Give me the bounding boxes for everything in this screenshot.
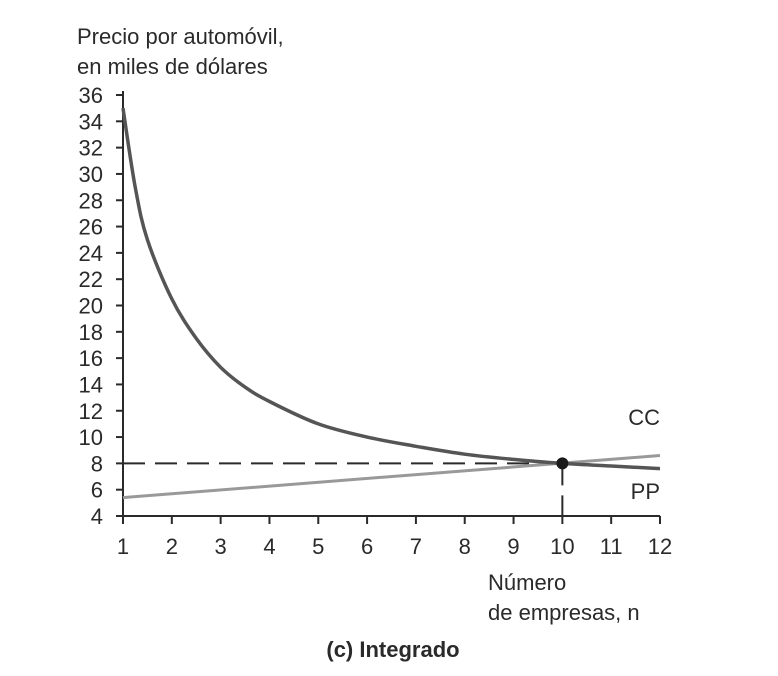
- x-tick-label-9: 9: [507, 534, 519, 559]
- x-tick-label-10: 10: [550, 534, 574, 559]
- y-tick-label-20: 20: [79, 294, 103, 319]
- y-tick-label-30: 30: [79, 162, 103, 187]
- x-tick-label-3: 3: [215, 534, 227, 559]
- x-tick-label-12: 12: [648, 534, 672, 559]
- x-tick-label-8: 8: [459, 534, 471, 559]
- x-tick-label-1: 1: [117, 534, 129, 559]
- y-tick-label-6: 6: [91, 478, 103, 503]
- y-axis-title-line-1: Precio por automóvil,: [77, 24, 284, 49]
- y-tick-label-18: 18: [79, 320, 103, 345]
- y-tick-label-14: 14: [79, 372, 103, 397]
- x-tick-label-4: 4: [263, 534, 275, 559]
- x-tick-label-2: 2: [166, 534, 178, 559]
- y-tick-label-12: 12: [79, 399, 103, 424]
- x-axis-ticks: 1 2 3 4 5 6 7 8 9 10 11 12: [117, 516, 672, 559]
- y-tick-label-4: 4: [91, 504, 103, 529]
- x-tick-label-7: 7: [410, 534, 422, 559]
- y-tick-label-24: 24: [79, 241, 103, 266]
- series-line-pp: [122, 454, 661, 500]
- equilibrium-point: [556, 457, 569, 470]
- y-axis-title-line-2: en miles de dólares: [77, 54, 268, 79]
- series-group: [121, 107, 661, 500]
- y-tick-label-8: 8: [91, 451, 103, 476]
- x-axis-title-line-2: de empresas, n: [488, 600, 640, 625]
- x-tick-label-6: 6: [361, 534, 373, 559]
- chart-caption: (c) Integrado: [326, 637, 459, 662]
- y-tick-label-16: 16: [79, 346, 103, 371]
- x-tick-label-11: 11: [600, 534, 623, 559]
- y-tick-label-36: 36: [79, 83, 103, 108]
- series-line-cc: [121, 107, 661, 471]
- equilibrium-guides: [123, 462, 564, 516]
- series-label-pp: PP: [631, 479, 660, 504]
- y-tick-label-28: 28: [79, 188, 103, 213]
- y-tick-label-32: 32: [79, 136, 103, 161]
- x-axis-title-line-1: Número: [488, 570, 566, 595]
- y-tick-label-22: 22: [79, 267, 103, 292]
- y-tick-label-26: 26: [79, 215, 103, 240]
- y-tick-label-10: 10: [79, 425, 103, 450]
- y-tick-label-34: 34: [79, 109, 103, 134]
- series-label-cc: CC: [628, 405, 660, 430]
- x-axis-title: Número de empresas, n: [488, 570, 640, 625]
- x-tick-label-5: 5: [312, 534, 324, 559]
- y-axis-title: Precio por automóvil, en miles de dólare…: [77, 24, 284, 79]
